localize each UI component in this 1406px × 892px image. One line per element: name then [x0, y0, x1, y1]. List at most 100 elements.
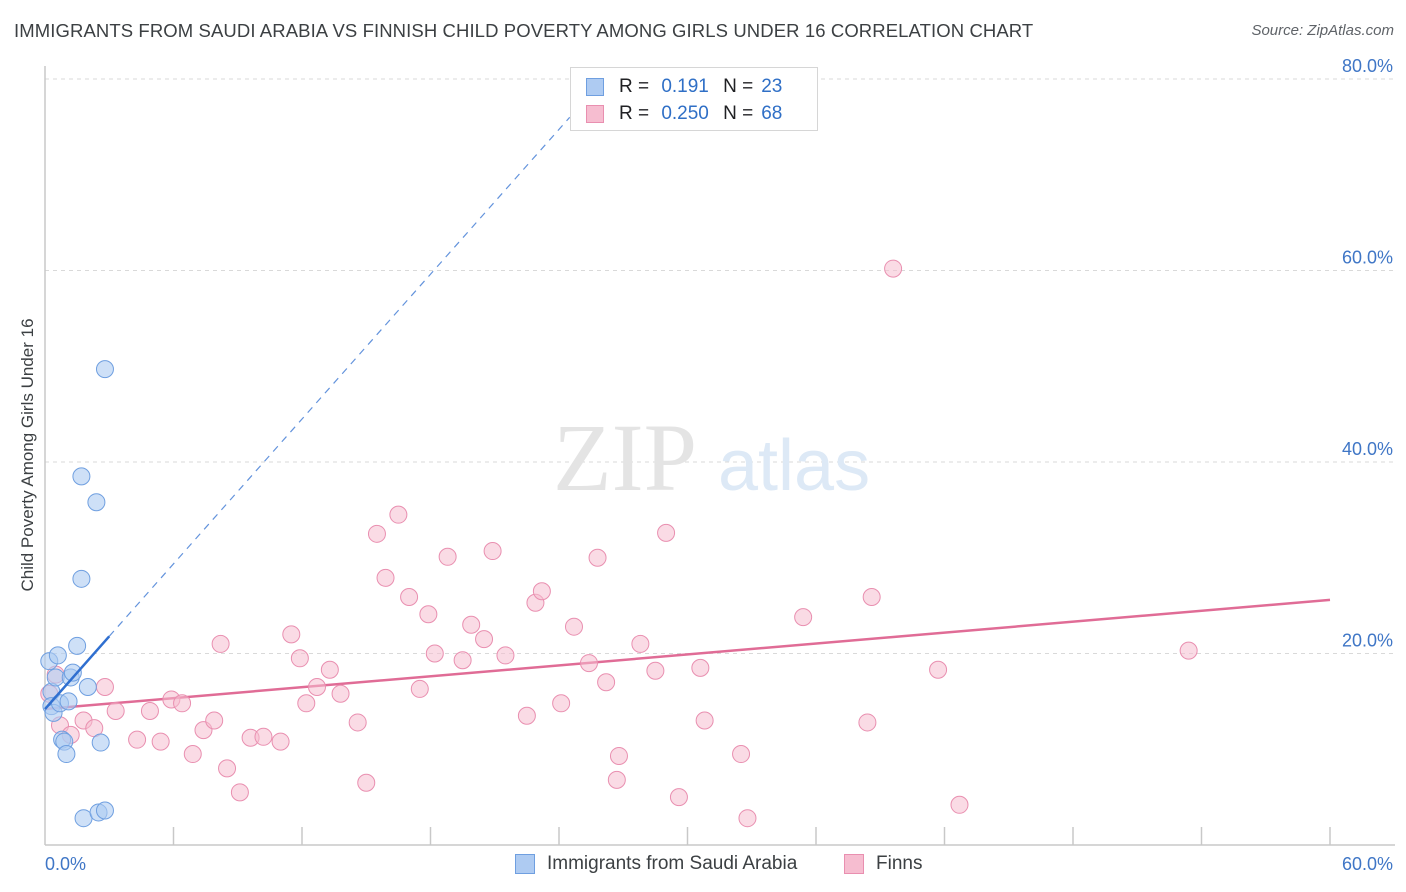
data-point-finns [609, 746, 628, 765]
data-point-saudi-arabia [91, 733, 110, 752]
data-point-finns [1179, 641, 1198, 660]
data-point-finns [367, 524, 386, 543]
source-label: Source: ZipAtlas.com [1251, 22, 1394, 39]
bottom-legend-label-saudi-arabia: Immigrants from Saudi Arabia [547, 853, 798, 874]
data-point-saudi-arabia [95, 360, 114, 379]
data-point-finns [331, 684, 350, 703]
data-point-finns [254, 727, 273, 746]
data-point-finns [400, 588, 419, 607]
y-tick-label: 80.0% [1342, 56, 1393, 76]
data-point-saudi-arabia [46, 668, 65, 687]
data-point-finns [151, 732, 170, 751]
data-point-finns [884, 259, 903, 278]
data-point-finns [230, 783, 249, 802]
data-point-finns [475, 630, 494, 649]
legend-r-label: R = [619, 103, 650, 124]
data-point-finns [183, 745, 202, 764]
bottom-legend-swatch-saudi-arabia [515, 854, 535, 874]
data-point-finns [425, 644, 444, 663]
data-point-finns [453, 651, 472, 670]
trend-line-saudi-arabia [44, 635, 111, 710]
bottom-legend-finns: Finns [844, 851, 922, 877]
data-point-finns [579, 654, 598, 673]
data-point-finns [297, 694, 316, 713]
data-point-finns [348, 713, 367, 732]
legend-row-finns: R = 0.250 N = 68 [586, 102, 782, 126]
legend-n-label: N = [723, 103, 754, 124]
data-point-finns [607, 770, 626, 789]
data-point-finns [950, 795, 969, 814]
data-point-finns [271, 732, 290, 751]
data-point-finns [357, 773, 376, 792]
legend-n-value: 68 [761, 103, 783, 124]
legend-r-value: 0.250 [661, 103, 709, 124]
data-point-finns [410, 679, 429, 698]
watermark-zip: ZIP [553, 404, 697, 511]
data-point-finns [862, 588, 881, 607]
data-point-finns [669, 788, 688, 807]
data-point-finns [140, 701, 159, 720]
bottom-legend-swatch-finns [844, 854, 864, 874]
data-point-finns [173, 694, 192, 713]
data-point-finns [657, 523, 676, 542]
data-point-finns [389, 505, 408, 524]
trend-line-saudi-arabia-extension [108, 116, 571, 637]
chart-title: IMMIGRANTS FROM SAUDI ARABIA VS FINNISH … [14, 20, 1034, 41]
data-point-finns [794, 608, 813, 627]
data-point-finns [564, 617, 583, 636]
data-point-saudi-arabia [87, 493, 106, 512]
legend-n-value: 23 [761, 76, 783, 97]
legend-n-label: N = [723, 76, 754, 97]
correlation-legend: R = 0.191 N = 23 R = 0.250 N = 68 [570, 67, 818, 131]
y-tick-label: 20.0% [1342, 631, 1393, 651]
data-point-finns [732, 745, 751, 764]
y-tick-label: 60.0% [1342, 248, 1393, 268]
x-tick-label: 0.0% [45, 854, 86, 874]
trend-line-finns [44, 598, 1331, 711]
data-point-finns [462, 615, 481, 634]
data-point-saudi-arabia [68, 636, 87, 655]
data-point-finns [631, 634, 650, 653]
data-point-finns [320, 660, 339, 679]
data-point-finns [646, 661, 665, 680]
data-point-saudi-arabia [57, 745, 76, 764]
data-point-finns [128, 730, 147, 749]
data-point-finns [438, 547, 457, 566]
data-point-finns [282, 625, 301, 644]
data-point-finns [517, 706, 536, 725]
data-point-finns [695, 711, 714, 730]
bottom-legend-label-finns: Finns [876, 853, 923, 874]
data-point-saudi-arabia [95, 801, 114, 820]
x-tick-label: 60.0% [1342, 854, 1393, 874]
data-point-finns [290, 649, 309, 668]
data-point-finns [376, 568, 395, 587]
legend-row-saudi-arabia: R = 0.191 N = 23 [586, 75, 782, 99]
legend-r-label: R = [619, 76, 650, 97]
data-point-saudi-arabia [72, 569, 91, 588]
legend-swatch-saudi-arabia [586, 78, 604, 96]
data-point-saudi-arabia [48, 646, 67, 665]
data-point-finns [597, 673, 616, 692]
legend-swatch-finns [586, 105, 604, 123]
data-point-finns [211, 634, 230, 653]
data-point-finns [307, 678, 326, 697]
data-point-finns [532, 582, 551, 601]
data-point-finns [205, 711, 224, 730]
data-point-finns [929, 660, 948, 679]
bottom-legend-saudi-arabia: Immigrants from Saudi Arabia [515, 851, 797, 877]
data-point-finns [106, 701, 125, 720]
data-point-finns [552, 694, 571, 713]
data-point-saudi-arabia [59, 692, 78, 711]
data-point-finns [419, 605, 438, 624]
legend-r-value: 0.191 [661, 76, 709, 97]
watermark-atlas: atlas [718, 426, 870, 506]
data-point-saudi-arabia [78, 678, 97, 697]
data-point-saudi-arabia [74, 809, 93, 828]
data-point-finns [95, 678, 114, 697]
data-point-finns [496, 646, 515, 665]
data-point-finns [588, 548, 607, 567]
data-point-saudi-arabia [72, 467, 91, 486]
data-point-finns [218, 759, 237, 778]
data-point-finns [738, 809, 757, 828]
